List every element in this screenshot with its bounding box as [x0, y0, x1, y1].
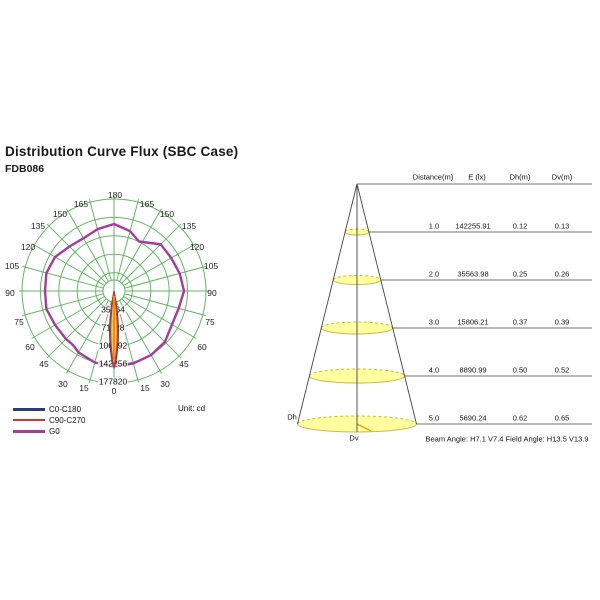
- cell-distance: 1.0: [428, 221, 440, 231]
- cell-distance: 5.0: [428, 413, 440, 423]
- c90-c270-swatch: [13, 418, 45, 422]
- angle-label-105l: 105: [4, 261, 20, 271]
- cell-dv: 0.13: [554, 221, 570, 231]
- beam-field-angle-text: Beam Angle: H7.1 V7.4 Field Angle: H13.5…: [425, 434, 589, 444]
- cell-dh: 0.12: [512, 221, 528, 231]
- cell-dh: 0.50: [512, 365, 528, 375]
- cell-dv: 0.65: [554, 413, 570, 423]
- angle-label-0: 0: [111, 386, 117, 396]
- angle-label-45l: 45: [39, 359, 49, 369]
- angle-label-30r: 30: [160, 379, 170, 389]
- angle-label-135r: 135: [181, 221, 197, 231]
- col-header-distance: Distance(m): [412, 172, 454, 182]
- legend-item-c90: C90-C270: [13, 415, 85, 425]
- dh-label: Dh: [287, 412, 297, 422]
- angle-label-60l: 60: [25, 342, 35, 352]
- angle-label-75r: 75: [205, 317, 215, 327]
- legend-item-c0: C0-C180: [13, 404, 81, 414]
- cell-dv: 0.52: [554, 365, 570, 375]
- dv-radius-line: [356, 423, 372, 432]
- cell-e: 142255.91: [455, 221, 491, 231]
- cell-e: 15806.21: [457, 317, 489, 327]
- col-header-e: E (lx): [468, 172, 486, 182]
- angle-label-150r: 150: [159, 209, 175, 219]
- angle-label-150l: 150: [52, 209, 68, 219]
- cell-distance: 2.0: [428, 269, 440, 279]
- c0-c180-swatch: [13, 407, 45, 411]
- angle-label-30l: 30: [58, 379, 68, 389]
- angle-label-135l: 135: [30, 221, 46, 231]
- ring-label-5: 177820: [97, 376, 129, 387]
- angle-label-120l: 120: [20, 242, 36, 252]
- angle-label-75l: 75: [14, 317, 24, 327]
- angle-label-165l: 165: [73, 199, 89, 209]
- cell-dv: 0.39: [554, 317, 570, 327]
- cell-dh: 0.62: [512, 413, 528, 423]
- cone-outline: [297, 183, 417, 432]
- dv-label: Dv: [349, 433, 359, 443]
- angle-label-180: 180: [107, 190, 123, 200]
- legend-label: C90-C270: [49, 415, 86, 425]
- cell-distance: 4.0: [428, 365, 440, 375]
- cell-dv: 0.26: [554, 269, 570, 279]
- col-header-dv: Dv(m): [551, 172, 573, 182]
- g0-curve: [43, 222, 186, 369]
- cell-e: 5690.24: [459, 413, 487, 423]
- g0-swatch: [13, 429, 45, 433]
- angle-label-165r: 165: [139, 199, 155, 209]
- legend-label: G0: [49, 426, 60, 436]
- unit-label: Unit: cd: [178, 404, 206, 413]
- cell-distance: 3.0: [428, 317, 440, 327]
- angle-label-90r: 90: [207, 288, 217, 298]
- table-rules: [357, 183, 592, 425]
- cone-diagram: [297, 183, 592, 433]
- col-header-dh: Dh(m): [509, 172, 531, 182]
- angle-label-15l: 15: [79, 383, 89, 393]
- angle-label-120r: 120: [189, 242, 205, 252]
- model-number: FDB086: [5, 163, 45, 175]
- angle-label-60r: 60: [197, 342, 207, 352]
- angle-label-15r: 15: [140, 383, 150, 393]
- angle-label-45r: 45: [179, 359, 189, 369]
- page-title: Distribution Curve Flux (SBC Case): [5, 144, 239, 159]
- legend-item-g0: G0: [13, 426, 60, 436]
- cell-e: 8890.99: [459, 365, 487, 375]
- cell-dh: 0.25: [512, 269, 528, 279]
- legend-label: C0-C180: [49, 404, 82, 414]
- cell-dh: 0.37: [512, 317, 528, 327]
- angle-label-105r: 105: [203, 261, 219, 271]
- cell-e: 35563.98: [457, 269, 489, 279]
- angle-label-90l: 90: [5, 288, 15, 298]
